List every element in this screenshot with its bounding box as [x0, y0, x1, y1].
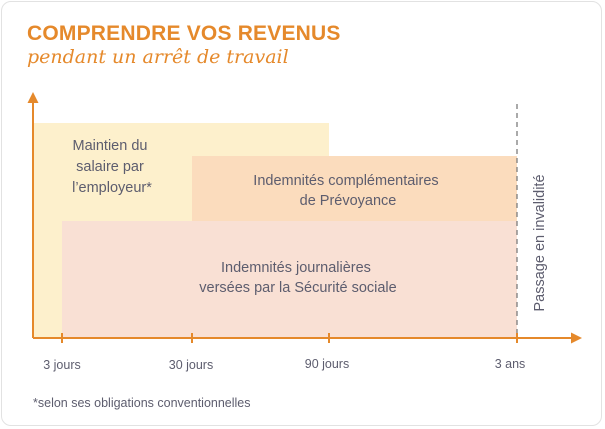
prevoyance-text: Indemnités complémentaires de Prévoyance [253, 173, 442, 209]
invalidity-label: Passage en invalidité [532, 174, 548, 311]
employer-line-2: salaire par [76, 159, 144, 175]
employer-line-1: Maintien du [73, 138, 148, 154]
x-axis-arrow-icon [571, 332, 582, 344]
prevoyance-block [192, 156, 517, 221]
secu-block [62, 221, 517, 338]
page-title: COMPRENDRE VOS REVENUS [27, 22, 341, 45]
employer-text: Maintien du salaire par l’employeur* [72, 138, 152, 196]
footnote: *selon ses obligations conventionnelles [33, 396, 251, 410]
employer-line-3: l’employeur* [72, 180, 152, 196]
secu-text: Indemnités journalières versées par la S… [199, 260, 396, 296]
secu-line-1: Indemnités journalières [221, 260, 371, 276]
prevoyance-line-2: de Prévoyance [300, 193, 397, 209]
prevoyance-line-1: Indemnités complémentaires [253, 173, 438, 189]
tick-label-30-jours: 30 jours [169, 358, 213, 372]
y-axis-arrow-icon [27, 92, 39, 103]
secu-line-2: versées par la Sécurité sociale [199, 280, 396, 296]
tick-label-3-ans: 3 ans [495, 357, 526, 371]
tick-label-3-jours: 3 jours [43, 358, 81, 372]
page-subtitle: pendant un arrêt de travail [27, 46, 289, 68]
tick-label-90-jours: 90 jours [305, 357, 349, 371]
